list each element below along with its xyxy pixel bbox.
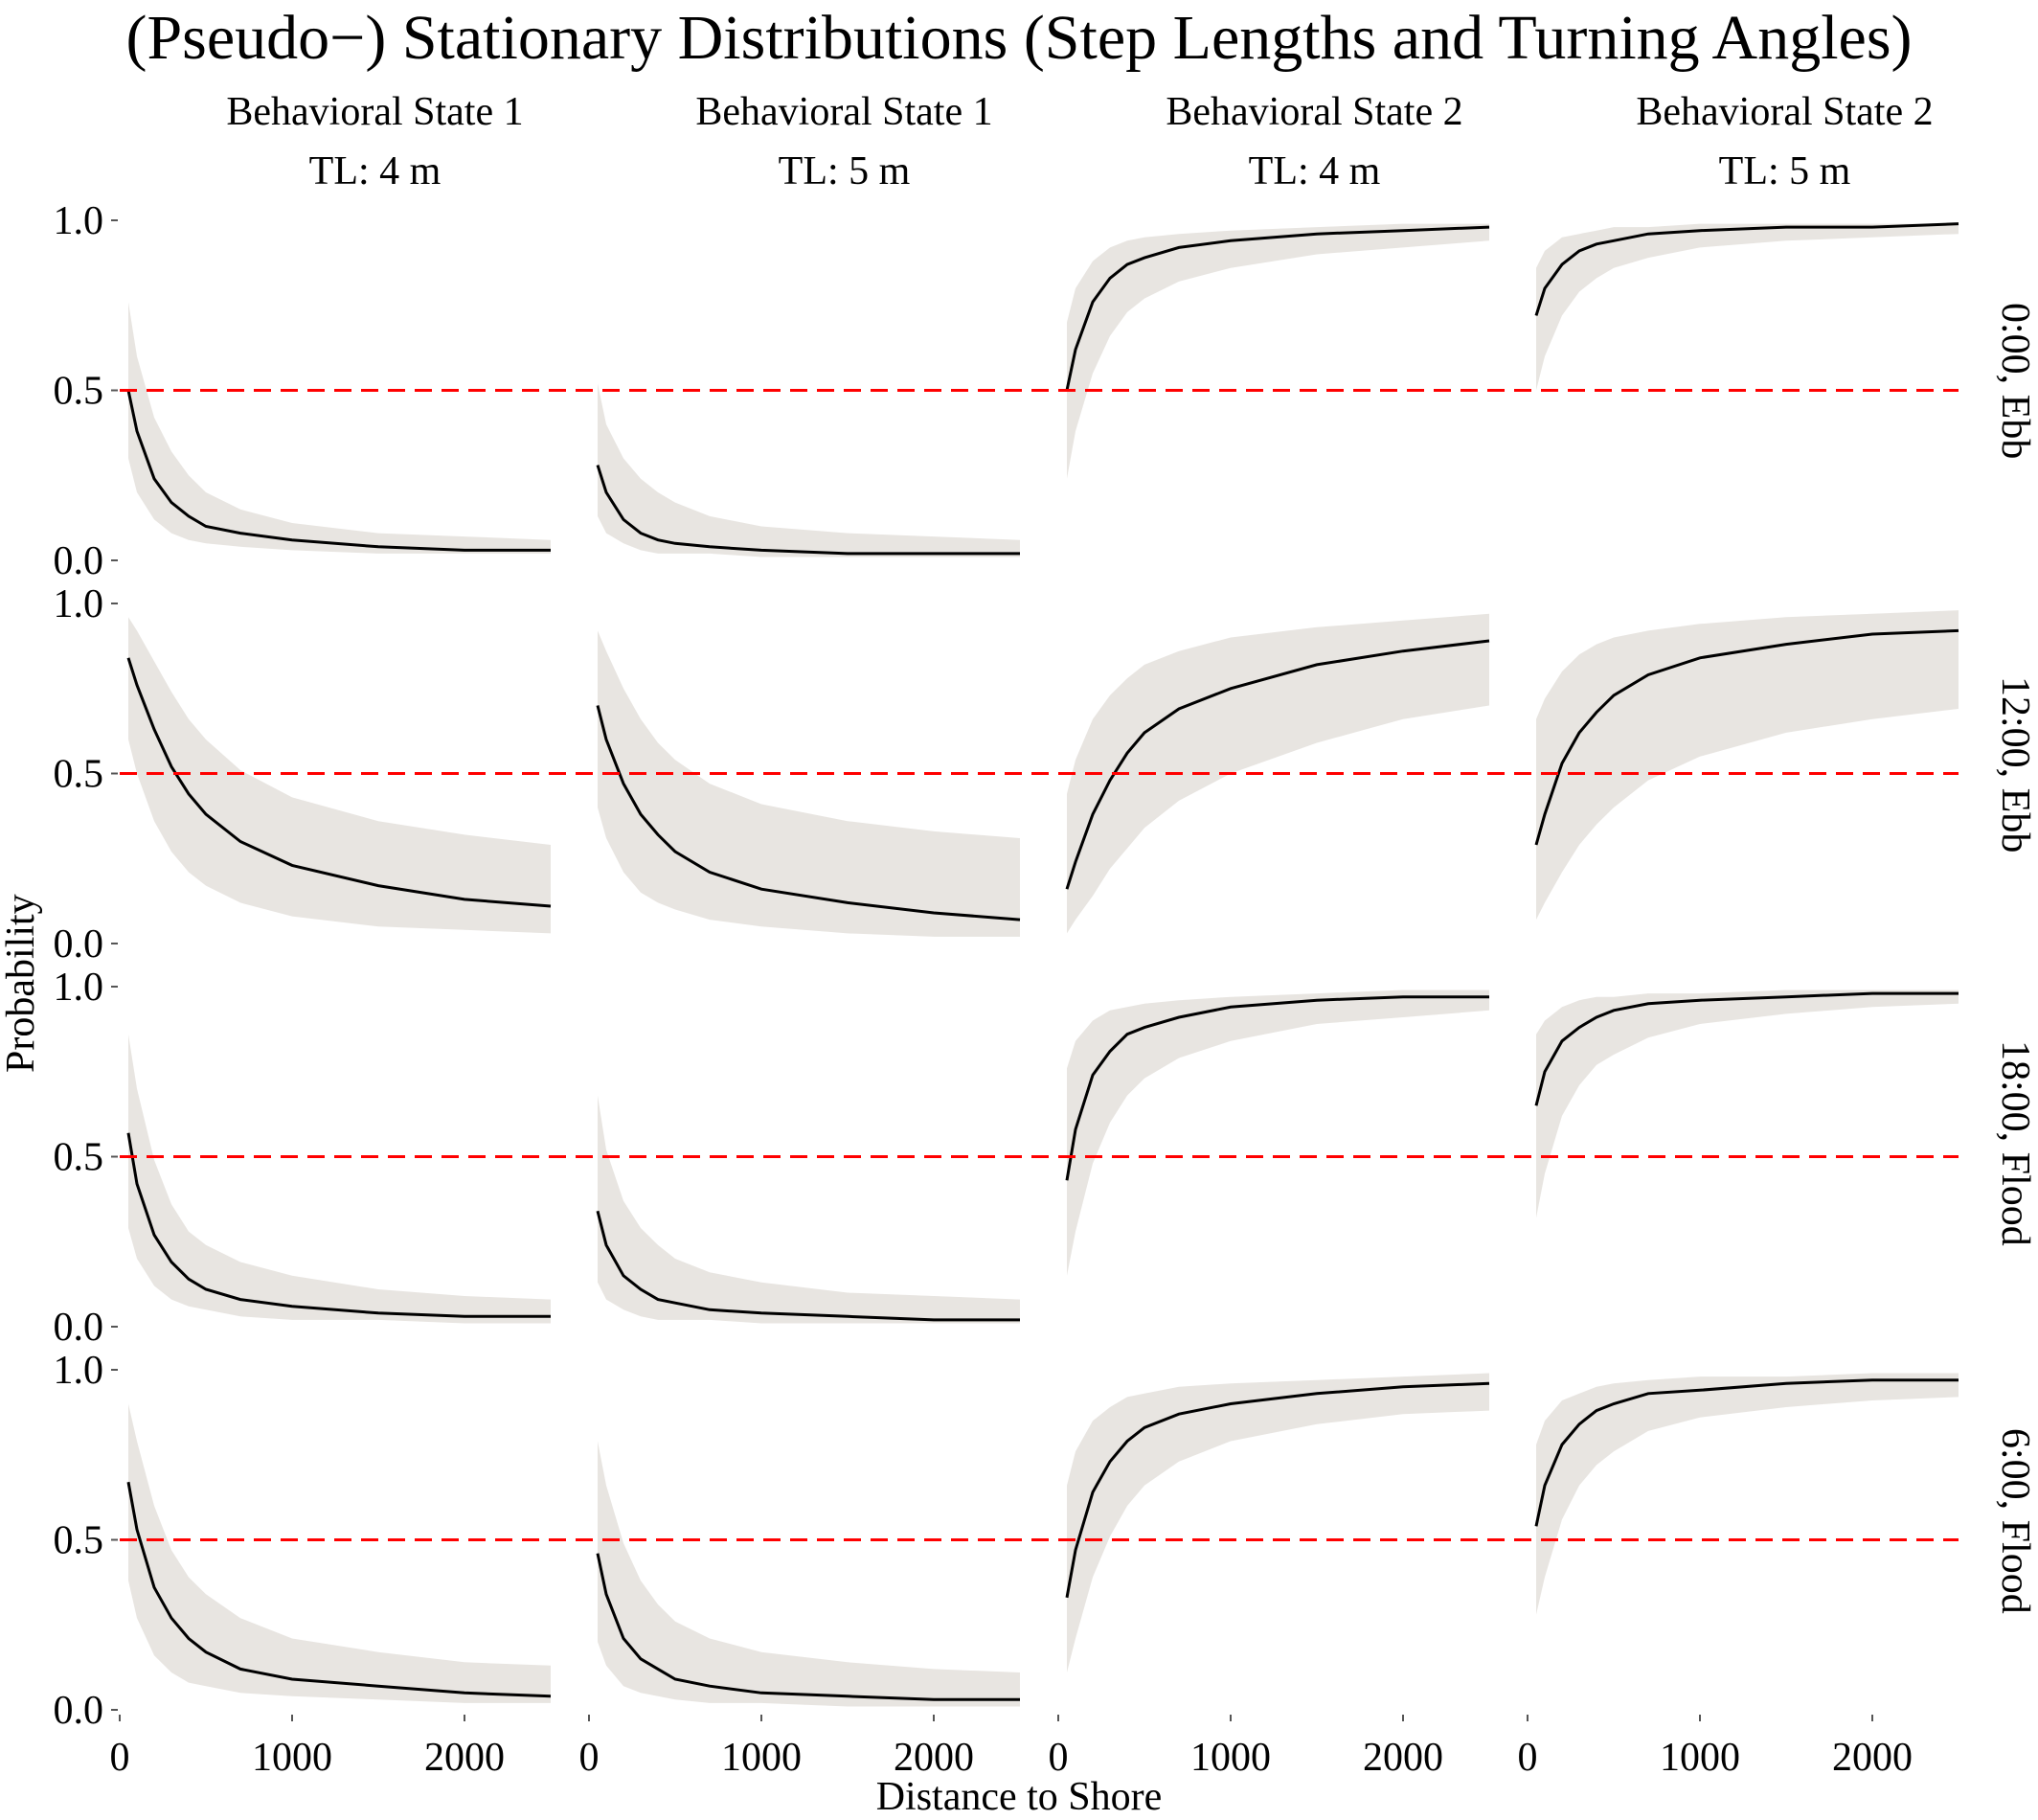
confidence-band xyxy=(1067,223,1489,479)
confidence-band xyxy=(128,1034,551,1324)
confidence-band xyxy=(128,1403,551,1703)
y-tick-label: 0.0 xyxy=(54,539,104,583)
column-header-3: Behavioral State 2 TL: 4 m xyxy=(1101,82,1528,201)
confidence-band xyxy=(598,1095,1020,1324)
mean-line xyxy=(1534,628,1959,846)
column-state-label: Behavioral State 2 xyxy=(1636,90,1934,134)
y-tick-label: 0.5 xyxy=(54,753,104,797)
confidence-band xyxy=(1067,990,1489,1276)
mean-line xyxy=(1534,222,1959,316)
x-tick-label: 1000 xyxy=(252,1736,332,1780)
y-tick-label: 1.0 xyxy=(54,966,104,1010)
y-tick-label: 0.0 xyxy=(54,1689,104,1733)
confidence-band xyxy=(1536,610,1959,921)
column-header-1: Behavioral State 1 TL: 4 m xyxy=(162,82,588,201)
confidence-band xyxy=(598,383,1020,557)
x-tick-label: 1000 xyxy=(721,1736,802,1780)
y-tick-label: 1.0 xyxy=(54,1349,104,1393)
column-state-label: Behavioral State 1 xyxy=(226,90,524,134)
column-tl-label: TL: 5 m xyxy=(778,149,911,193)
mean-line xyxy=(1065,225,1490,391)
mean-line xyxy=(596,465,1020,556)
column-tl-label: TL: 4 m xyxy=(308,149,442,193)
confidence-band xyxy=(1536,990,1959,1218)
mean-line xyxy=(1534,1378,1959,1527)
mean-line xyxy=(1065,639,1490,890)
column-state-label: Behavioral State 1 xyxy=(695,90,993,134)
x-tick-label: 1000 xyxy=(1190,1736,1271,1780)
column-state-label: Behavioral State 2 xyxy=(1166,90,1463,134)
mean-line xyxy=(1065,1381,1490,1599)
x-tick-label: 2000 xyxy=(1363,1736,1443,1780)
mean-line xyxy=(1065,995,1489,1181)
x-tick-label: 0 xyxy=(1049,1736,1069,1780)
mean-line xyxy=(126,1481,552,1698)
x-tick-label: 0 xyxy=(1518,1736,1538,1780)
x-tick-label: 2000 xyxy=(1832,1736,1913,1780)
mean-line xyxy=(126,390,551,552)
confidence-band xyxy=(128,302,551,554)
confidence-band xyxy=(598,1441,1020,1707)
y-tick-label: 0.0 xyxy=(54,1306,104,1350)
y-tick-label: 0.5 xyxy=(54,1519,104,1563)
column-tl-label: TL: 4 m xyxy=(1248,149,1381,193)
confidence-band xyxy=(128,617,551,934)
x-tick-label: 0 xyxy=(110,1736,130,1780)
x-axis-label: Distance to Shore xyxy=(875,1775,1163,1819)
y-tick-label: 1.0 xyxy=(54,199,104,243)
confidence-band xyxy=(1067,613,1489,934)
x-tick-label: 2000 xyxy=(424,1736,505,1780)
x-tick-label: 0 xyxy=(579,1736,600,1780)
column-header-2: Behavioral State 1 TL: 5 m xyxy=(631,82,1057,201)
confidence-band xyxy=(1536,223,1959,391)
mean-line xyxy=(126,657,552,908)
column-tl-label: TL: 5 m xyxy=(1718,149,1851,193)
confidence-band xyxy=(1536,1373,1959,1615)
y-tick-label: 0.0 xyxy=(54,922,104,967)
mean-line xyxy=(126,1132,551,1318)
x-tick-label: 1000 xyxy=(1660,1736,1740,1780)
y-tick-label: 0.5 xyxy=(54,370,104,414)
y-tick-label: 1.0 xyxy=(54,582,104,626)
mean-line xyxy=(596,1553,1020,1701)
column-header-4: Behavioral State 2 TL: 5 m xyxy=(1572,82,1998,201)
confidence-band xyxy=(598,630,1020,937)
mean-line xyxy=(596,1210,1020,1322)
x-tick-label: 2000 xyxy=(894,1736,974,1780)
mean-line xyxy=(596,705,1021,921)
chart-title: (Pseudo−) Stationary Distributions (Step… xyxy=(125,3,1913,73)
confidence-band xyxy=(1067,1373,1489,1672)
y-tick-label: 0.5 xyxy=(54,1136,104,1180)
mean-line xyxy=(1534,991,1959,1106)
